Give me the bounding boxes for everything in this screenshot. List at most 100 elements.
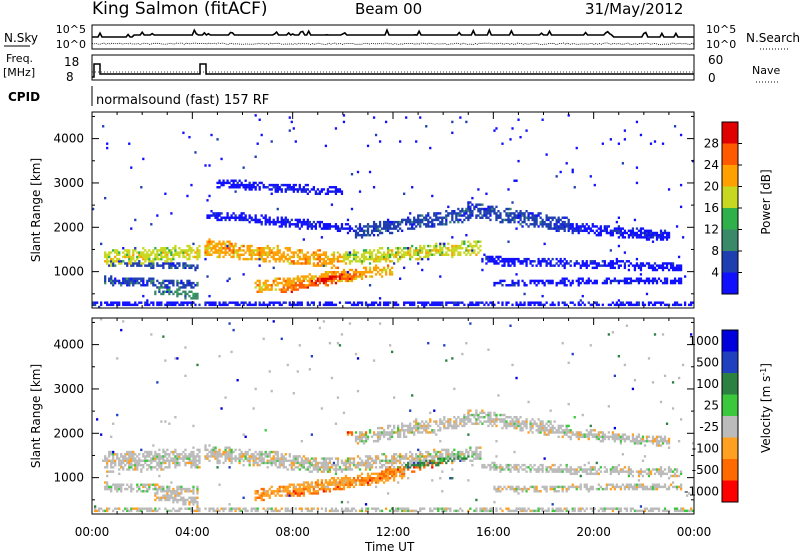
heatmap-cell [366,507,370,510]
heatmap-cell [581,279,584,283]
heatmap-cell [589,262,592,265]
heatmap-cell [240,249,243,252]
heatmap-cell [166,498,169,502]
heatmap-cell [266,186,269,189]
heatmap-cell [413,303,416,307]
heatmap-cell [268,216,271,219]
heatmap-cell [527,214,530,217]
heatmap-cell [631,236,635,239]
heatmap-cell [314,483,317,486]
heatmap-cell [386,426,390,430]
heatmap-cell [262,251,265,254]
heatmap-cell [409,426,412,430]
heatmap-cell [308,459,311,462]
heatmap-cell [122,483,125,486]
heatmap-cell [196,284,199,287]
heatmap-cell [288,116,291,119]
heatmap-cell [186,303,189,307]
heatmap-cell [260,450,263,454]
heatmap-cell [419,223,422,226]
heatmap-cell [360,435,364,439]
heatmap-cell [320,257,324,261]
heatmap-cell [172,303,175,307]
heatmap-cell [585,227,588,230]
heatmap-cell [366,435,370,439]
heatmap-cell [286,487,289,491]
heatmap-cell [501,257,504,261]
heatmap-cell [390,463,394,467]
heatmap-cell [176,490,179,493]
heatmap-cell [264,218,267,222]
heatmap-cell [238,453,241,456]
heatmap-cell [338,229,342,233]
heatmap-cell [294,140,297,143]
heatmap-cell [164,450,167,454]
heatmap-cell [134,466,137,469]
heatmap-cell [419,251,422,254]
heatmap-cell [336,481,340,484]
heatmap-cell [348,476,352,480]
heatmap-cell [268,220,271,224]
heatmap-cell [547,279,550,283]
heatmap-cell [393,303,396,307]
heatmap-cell [364,437,368,441]
heatmap-cell [158,301,161,304]
heatmap-cell [382,453,386,456]
heatmap-cell [342,227,346,230]
heatmap-cell [134,457,137,460]
heatmap-cell [176,253,179,256]
heatmap-cell [188,496,191,500]
heatmap-cell [395,470,398,473]
heatmap-cell [587,227,590,230]
heatmap-cell [308,257,311,261]
heatmap-cell [286,277,289,280]
heatmap-cell [623,251,627,254]
heatmap-cell [288,284,291,287]
heatmap-cell [258,453,261,456]
heatmap-cell [294,487,297,491]
heatmap-cell [258,288,261,291]
heatmap-cell [384,270,388,274]
heatmap-cell [140,251,143,254]
heatmap-cell [407,509,410,513]
heatmap-cell [156,483,159,486]
heatmap-cell [633,279,637,283]
heatmap-cell [411,227,414,230]
heatmap-cell [489,207,492,211]
heatmap-cell [286,253,289,256]
heatmap-cell [378,220,382,224]
heatmap-cell [613,227,616,230]
heatmap-cell [511,218,514,222]
heatmap-cell [162,262,165,265]
heatmap-cell [330,457,334,460]
heatmap-cell [224,450,227,454]
heatmap-cell [403,255,406,259]
heatmap-cell [134,218,137,222]
heatmap-cell [545,260,548,263]
heatmap-cell [278,260,281,263]
heatmap-cell [354,439,358,443]
heatmap-cell [118,487,121,491]
heatmap-cell [196,255,199,259]
heatmap-cell [188,135,191,139]
heatmap-cell [378,509,382,513]
heatmap-cell [334,472,338,476]
heatmap-cell [388,249,392,252]
heatmap-cell [417,218,420,222]
heatmap-cell [366,461,370,465]
heatmap-cell [112,466,115,469]
heatmap-cell [254,459,257,462]
heatmap-cell [415,457,418,460]
heatmap-cell [388,509,392,513]
heatmap-cell [226,457,229,460]
heatmap-cell [607,225,610,228]
heatmap-cell [463,303,466,307]
heatmap-cell [409,422,412,425]
heatmap-cell [230,301,233,304]
heatmap-cell [306,481,309,484]
heatmap-cell [517,260,520,263]
heatmap-cell [326,270,330,274]
heatmap-cell [132,262,135,265]
heatmap-cell [178,485,181,489]
heatmap-cell [390,227,394,230]
